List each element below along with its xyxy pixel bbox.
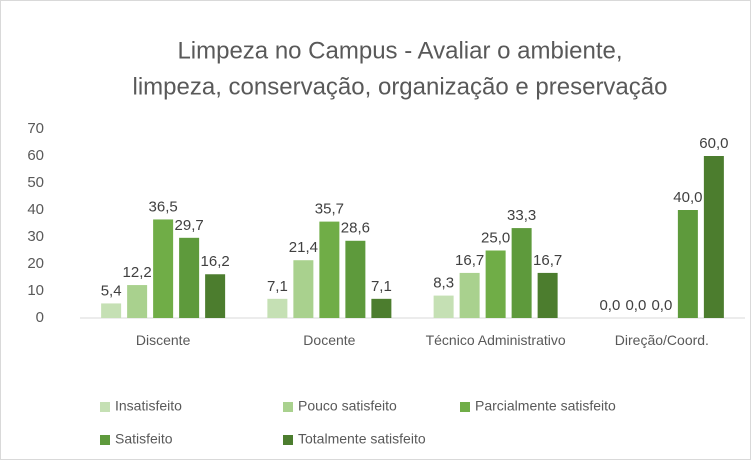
bar [345,240,366,318]
x-tick-label: Discente [135,332,191,348]
legend-swatch [460,402,470,412]
bar [485,250,506,318]
bar [371,298,392,318]
chart-title: Limpeza no Campus - Avaliar o ambiente, [177,37,622,64]
bar [537,272,558,318]
data-label: 21,4 [289,239,318,256]
legend-label: Satisfeito [115,431,173,447]
legend-swatch [100,402,110,412]
data-label: 0,0 [651,297,672,314]
y-tick-label: 50 [27,174,44,191]
bar [319,221,340,318]
legend-label: Parcialmente satisfeito [475,398,616,414]
y-tick-label: 70 [27,120,44,137]
y-tick-label: 10 [27,282,44,299]
data-label: 7,1 [371,278,392,295]
bar [205,274,226,318]
y-tick-label: 0 [36,309,44,326]
data-label: 60,0 [699,135,728,152]
bar [153,219,174,318]
data-label: 5,4 [101,282,122,299]
data-label: 40,0 [673,189,702,206]
bar [179,237,200,318]
data-label: 36,5 [149,198,178,215]
bar [677,210,698,318]
bar [703,156,724,318]
bar [127,285,148,318]
bar [433,295,454,318]
data-label: 16,7 [455,252,484,269]
data-label: 12,2 [123,264,152,281]
data-label: 29,7 [175,217,204,234]
data-label: 0,0 [599,297,620,314]
bar [101,303,122,318]
bar [511,228,532,318]
legend-swatch [283,402,293,412]
data-label: 16,7 [533,252,562,269]
y-tick-label: 30 [27,228,44,245]
x-tick-label: Técnico Administrativo [425,332,566,348]
y-tick-label: 40 [27,201,44,218]
data-label: 33,3 [507,207,536,224]
bar [267,298,288,318]
legend-swatch [100,435,110,445]
bar [459,272,480,318]
data-label: 35,7 [315,201,344,218]
legend-label: Insatisfeito [115,398,182,414]
chart-title: limpeza, conservação, organização e pres… [133,73,668,100]
bar [293,260,314,318]
y-tick-label: 20 [27,255,44,272]
data-label: 28,6 [341,220,370,237]
data-label: 25,0 [481,229,510,246]
x-tick-label: Docente [303,332,356,348]
legend-label: Totalmente satisfeito [298,431,426,447]
legend-label: Pouco satisfeito [298,398,397,414]
data-label: 0,0 [625,297,646,314]
x-tick-label: Direção/Coord. [614,332,709,348]
data-label: 8,3 [433,275,454,292]
y-tick-label: 60 [27,147,44,164]
data-label: 16,2 [201,253,230,270]
data-label: 7,1 [267,278,288,295]
legend-swatch [283,435,293,445]
